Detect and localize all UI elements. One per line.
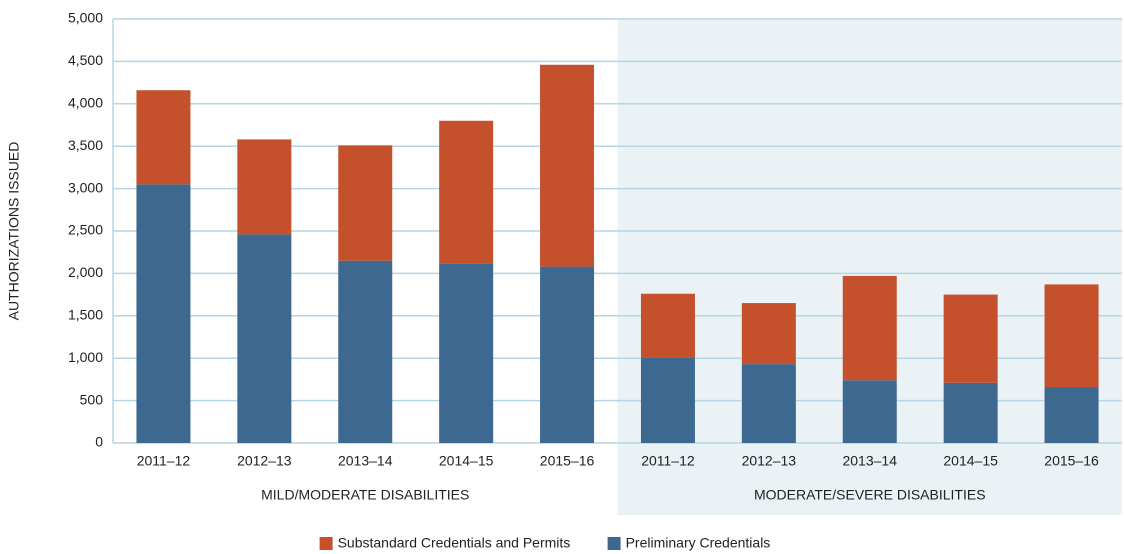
x-tick-label: 2015–16: [1044, 453, 1099, 469]
x-tick-label: 2014–15: [439, 453, 494, 469]
legend-swatch: [607, 537, 621, 550]
x-tick-label: 2012–13: [742, 453, 797, 469]
y-tick-label: 4,500: [68, 52, 103, 68]
bar-segment: [1044, 284, 1099, 388]
legend-label: Preliminary Credentials: [626, 535, 771, 551]
x-tick-label: 2014–15: [943, 453, 998, 469]
bar-segment: [136, 90, 191, 185]
y-tick-label: 2,500: [68, 222, 103, 238]
bar-segment: [338, 260, 393, 443]
x-tick-label: 2011–12: [641, 453, 695, 469]
x-tick-label: 2013–14: [842, 453, 897, 469]
x-tick-label: 2012–13: [237, 453, 292, 469]
bar-segment: [136, 184, 191, 444]
y-tick-label: 5,000: [68, 10, 103, 26]
x-tick-label: 2011–12: [137, 453, 191, 469]
bar-segment: [640, 293, 695, 358]
bar-segment: [741, 303, 796, 365]
x-tick-label: 2013–14: [338, 453, 393, 469]
x-tick-label: 2015–16: [540, 453, 595, 469]
y-tick-label: 1,000: [68, 349, 103, 365]
group-label: MODERATE/SEVERE DISABILITIES: [754, 487, 986, 503]
bar-segment: [338, 145, 393, 261]
bar-segment: [439, 120, 494, 264]
group-label: MILD/MODERATE DISABILITIES: [261, 487, 469, 503]
y-tick-label: 2,000: [68, 264, 103, 280]
bar-segment: [540, 64, 595, 267]
y-tick-label: 1,500: [68, 307, 103, 323]
bar-segment: [741, 364, 796, 443]
bar-segment: [842, 275, 897, 381]
y-tick-label: 3,500: [68, 137, 103, 153]
bar-segment: [842, 380, 897, 443]
bar-segment: [943, 294, 998, 383]
legend-label: Substandard Credentials and Permits: [338, 535, 571, 551]
bar-segment: [237, 139, 292, 235]
bar-segment: [1044, 387, 1099, 443]
y-tick-label: 3,000: [68, 179, 103, 195]
y-tick-label: 4,000: [68, 95, 103, 111]
y-tick-label: 0: [95, 434, 103, 450]
bar-segment: [540, 266, 595, 443]
y-axis-label: AUTHORIZATIONS ISSUED: [6, 142, 22, 321]
legend-swatch: [319, 537, 333, 550]
bar-segment: [439, 263, 494, 443]
bar-segment: [943, 382, 998, 443]
y-tick-label: 500: [80, 391, 104, 407]
bar-segment: [640, 357, 695, 443]
bar-segment: [237, 234, 292, 443]
